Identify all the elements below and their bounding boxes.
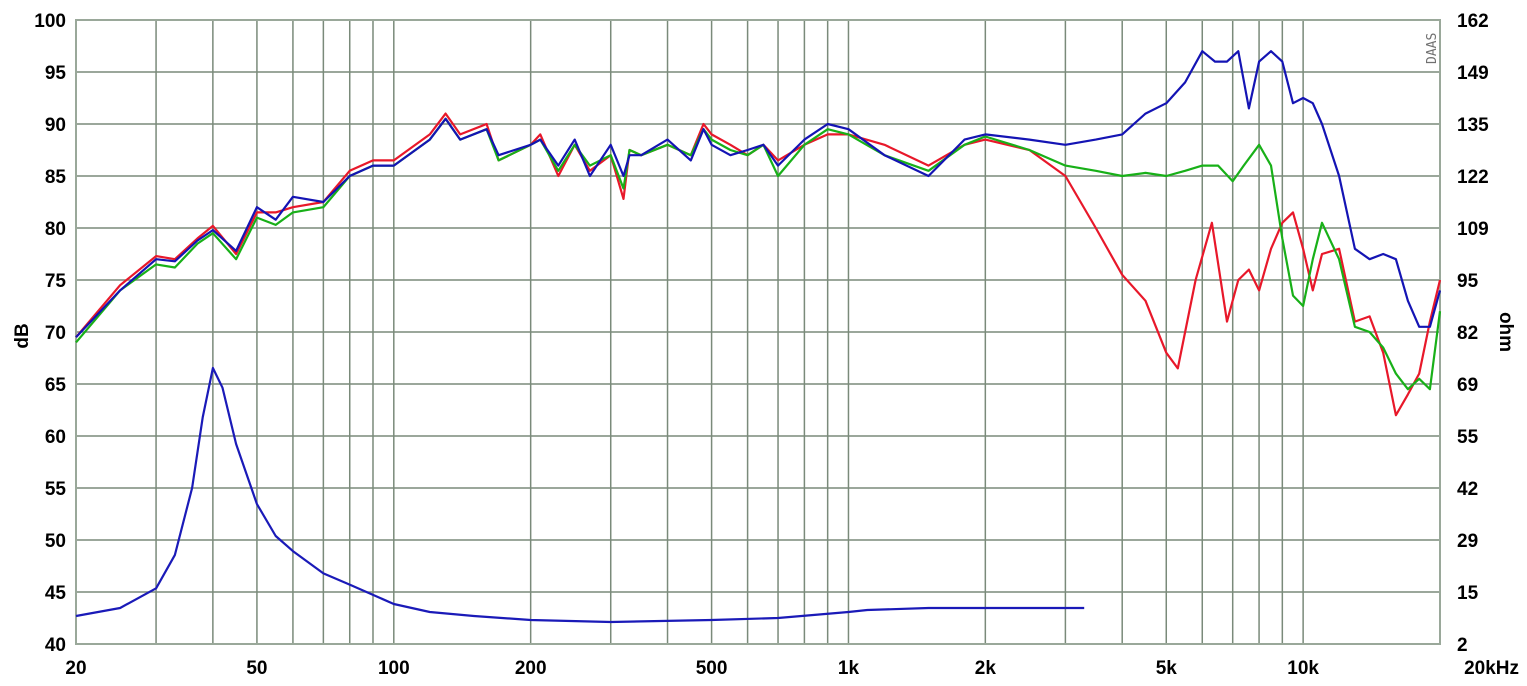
- y-tick-label-right: 2: [1457, 635, 1468, 656]
- y-tick-label-right: 82: [1457, 323, 1478, 344]
- series-line-blue: [75, 50, 1442, 338]
- y-tick-label-left: 80: [45, 219, 66, 240]
- x-tick-label: 10k: [1287, 658, 1319, 679]
- y-tick-label-left: 50: [45, 531, 66, 552]
- series-line-impedance: [75, 366, 1085, 624]
- y-tick-label-right: 69: [1457, 375, 1478, 396]
- y-tick-label-left: 95: [45, 63, 67, 84]
- y-tick-label-left: 55: [45, 479, 67, 500]
- y-tick-label-left: 70: [45, 323, 66, 344]
- y-axis-label-left: dB: [12, 323, 33, 348]
- x-tick-label: 20: [65, 658, 86, 679]
- series-layer: [75, 50, 1442, 624]
- x-tick-label: 50: [246, 658, 267, 679]
- y-tick-label-right: 29: [1457, 531, 1478, 552]
- x-tick-label: 2k: [975, 658, 997, 679]
- x-tick-label: 20kHz: [1464, 658, 1519, 679]
- y-tick-label-right: 149: [1457, 63, 1489, 84]
- x-tick-label: 5k: [1156, 658, 1178, 679]
- y-tick-label-left: 65: [45, 375, 67, 396]
- x-tick-label: 200: [515, 658, 547, 679]
- y-tick-label-right: 135: [1457, 115, 1489, 136]
- y-tick-label-right: 15: [1457, 583, 1479, 604]
- x-tick-label: 100: [378, 658, 410, 679]
- tick-labels: 20 50 100 200 500 1k 2k 5k 10k 20kHz 40 45 50 55 60 65 7…: [34, 11, 1519, 679]
- y-tick-label-right: 55: [1457, 427, 1479, 448]
- y-tick-label-right: 109: [1457, 219, 1489, 240]
- x-tick-label: 500: [696, 658, 728, 679]
- y-axis-label-right: ohm: [1495, 312, 1516, 352]
- y-tick-label-right: 42: [1457, 479, 1478, 500]
- y-tick-label-left: 40: [45, 635, 66, 656]
- y-tick-label-right: 122: [1457, 167, 1489, 188]
- y-tick-label-right: 162: [1457, 11, 1489, 32]
- y-tick-label-left: 60: [45, 427, 66, 448]
- y-tick-label-right: 95: [1457, 271, 1479, 292]
- y-tick-label-left: 75: [45, 271, 67, 292]
- plot-frame: [75, 19, 1441, 645]
- y-tick-label-left: 90: [45, 115, 66, 136]
- x-tick-label: 1k: [838, 658, 860, 679]
- y-tick-label-left: 45: [45, 583, 67, 604]
- y-tick-label-left: 100: [34, 11, 66, 32]
- y-tick-label-left: 85: [45, 167, 67, 188]
- series-line-red: [75, 112, 1442, 417]
- watermark-text: DAAS: [1425, 33, 1440, 64]
